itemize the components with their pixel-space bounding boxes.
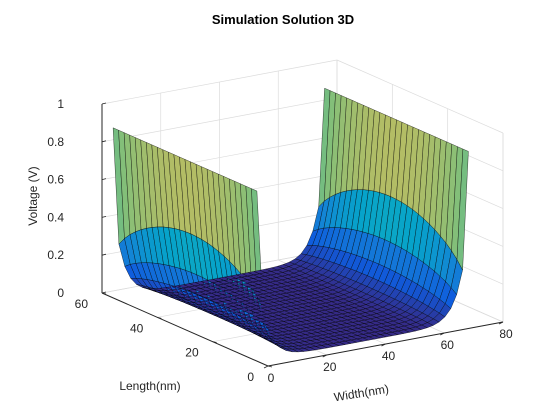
y-tick-label: 0	[247, 370, 254, 384]
y-tick-mark	[157, 316, 162, 319]
z-tick-label: 0.6	[47, 173, 64, 187]
x-tick-mark	[381, 343, 386, 347]
x-tick-mark	[322, 354, 327, 358]
z-tick-mark	[101, 253, 107, 256]
grid-line	[101, 59, 338, 105]
x-tick-mark	[263, 365, 269, 369]
z-tick-mark	[101, 178, 107, 180]
y-tick-label: 40	[130, 321, 144, 335]
grid-line	[101, 97, 338, 143]
z-tick-label: 1	[57, 97, 64, 111]
x-tick-label: 20	[323, 360, 337, 374]
chart-title: Simulation Solution 3D	[212, 12, 354, 27]
x-axis-label: Width(nm)	[333, 382, 390, 404]
z-axis-label: Voltage (V)	[26, 166, 40, 225]
z-tick-label: 0.2	[47, 248, 64, 262]
tick-layer: 0 20 40 60 80 0 20 40 60 0 0.2 0.4 0.6 0.8 1	[47, 97, 513, 385]
x-tick-label: 0	[268, 371, 275, 385]
x-tick-label: 80	[499, 327, 513, 341]
z-tick-label: 0.8	[47, 135, 64, 149]
z-tick-label: 0	[57, 286, 64, 300]
surface	[112, 87, 469, 353]
surface-patch	[456, 148, 469, 271]
x-tick-label: 60	[441, 338, 455, 352]
z-tick-label: 0.4	[47, 210, 64, 224]
y-tick-mark	[212, 341, 217, 344]
z-tick-mark	[101, 291, 107, 294]
z-tick-mark	[101, 102, 107, 105]
x-tick-mark	[440, 332, 445, 336]
y-tick-label: 60	[75, 297, 89, 311]
y-tick-mark	[267, 365, 273, 368]
y-tick-label: 20	[185, 346, 199, 360]
z-tick-mark	[101, 216, 107, 218]
z-tick-mark	[101, 140, 107, 143]
y-axis-label: Length(nm)	[119, 379, 180, 393]
y-axis-line	[101, 292, 269, 367]
grid-line	[336, 59, 504, 134]
x-tick-label: 40	[382, 349, 396, 363]
x-tick-mark	[498, 321, 504, 325]
